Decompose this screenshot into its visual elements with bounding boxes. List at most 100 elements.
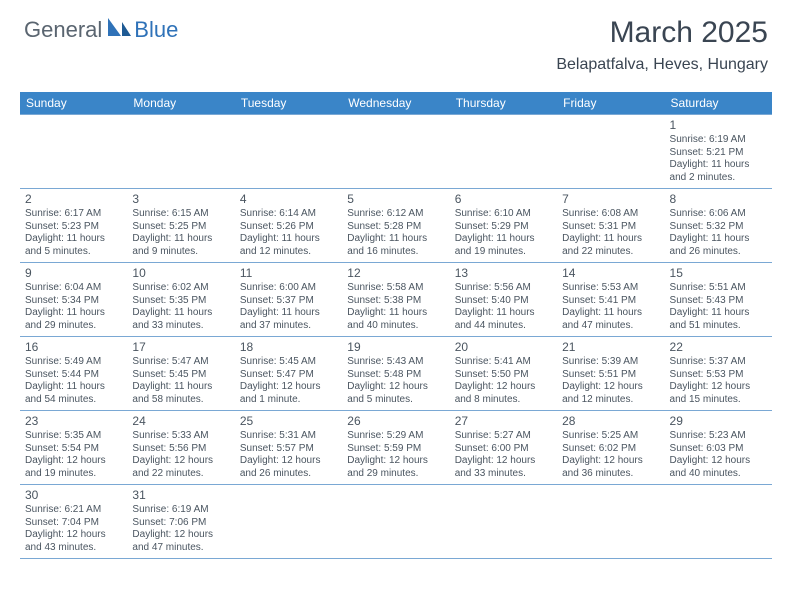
daylight-text: and 2 minutes. xyxy=(670,172,767,185)
day-number: 10 xyxy=(132,266,229,281)
title-block: March 2025 Belapatfalva, Heves, Hungary xyxy=(556,16,768,74)
sunset-text: Sunset: 5:53 PM xyxy=(670,369,767,382)
daylight-text: Daylight: 12 hours xyxy=(562,381,659,394)
sunset-text: Sunset: 5:21 PM xyxy=(670,147,767,160)
daylight-text: and 22 minutes. xyxy=(132,468,229,481)
empty-cell xyxy=(557,115,664,189)
day-cell: 1Sunrise: 6:19 AMSunset: 5:21 PMDaylight… xyxy=(665,115,772,189)
daylight-text: Daylight: 12 hours xyxy=(25,529,122,542)
sunrise-text: Sunrise: 5:51 AM xyxy=(670,282,767,295)
daylight-text: and 22 minutes. xyxy=(562,246,659,259)
day-number: 14 xyxy=(562,266,659,281)
day-number: 5 xyxy=(347,192,444,207)
daylight-text: Daylight: 11 hours xyxy=(240,307,337,320)
sunset-text: Sunset: 5:45 PM xyxy=(132,369,229,382)
sunset-text: Sunset: 5:43 PM xyxy=(670,295,767,308)
day-cell: 16Sunrise: 5:49 AMSunset: 5:44 PMDayligh… xyxy=(20,337,127,411)
day-cell: 14Sunrise: 5:53 AMSunset: 5:41 PMDayligh… xyxy=(557,263,664,337)
day-number: 15 xyxy=(670,266,767,281)
day-cell: 29Sunrise: 5:23 AMSunset: 6:03 PMDayligh… xyxy=(665,411,772,485)
day-number: 18 xyxy=(240,340,337,355)
daylight-text: and 33 minutes. xyxy=(132,320,229,333)
sunset-text: Sunset: 5:25 PM xyxy=(132,221,229,234)
day-header: Wednesday xyxy=(342,92,449,115)
sunrise-text: Sunrise: 5:56 AM xyxy=(455,282,552,295)
sunrise-text: Sunrise: 6:10 AM xyxy=(455,208,552,221)
daylight-text: Daylight: 12 hours xyxy=(132,455,229,468)
day-number: 6 xyxy=(455,192,552,207)
day-number: 27 xyxy=(455,414,552,429)
daylight-text: and 1 minute. xyxy=(240,394,337,407)
daylight-text: and 12 minutes. xyxy=(562,394,659,407)
daylight-text: and 19 minutes. xyxy=(25,468,122,481)
day-cell: 20Sunrise: 5:41 AMSunset: 5:50 PMDayligh… xyxy=(450,337,557,411)
day-cell: 12Sunrise: 5:58 AMSunset: 5:38 PMDayligh… xyxy=(342,263,449,337)
sunrise-text: Sunrise: 5:25 AM xyxy=(562,430,659,443)
daylight-text: Daylight: 11 hours xyxy=(455,233,552,246)
day-number: 22 xyxy=(670,340,767,355)
sunset-text: Sunset: 5:29 PM xyxy=(455,221,552,234)
day-cell: 28Sunrise: 5:25 AMSunset: 6:02 PMDayligh… xyxy=(557,411,664,485)
daylight-text: and 8 minutes. xyxy=(455,394,552,407)
daylight-text: Daylight: 11 hours xyxy=(347,307,444,320)
day-number: 3 xyxy=(132,192,229,207)
sunrise-text: Sunrise: 5:43 AM xyxy=(347,356,444,369)
sunset-text: Sunset: 5:28 PM xyxy=(347,221,444,234)
day-number: 21 xyxy=(562,340,659,355)
calendar-body: 1Sunrise: 6:19 AMSunset: 5:21 PMDaylight… xyxy=(20,115,772,559)
daylight-text: Daylight: 11 hours xyxy=(25,307,122,320)
daylight-text: Daylight: 11 hours xyxy=(25,381,122,394)
sunrise-text: Sunrise: 5:53 AM xyxy=(562,282,659,295)
daylight-text: and 58 minutes. xyxy=(132,394,229,407)
sunrise-text: Sunrise: 6:06 AM xyxy=(670,208,767,221)
daylight-text: Daylight: 11 hours xyxy=(25,233,122,246)
day-cell: 11Sunrise: 6:00 AMSunset: 5:37 PMDayligh… xyxy=(235,263,342,337)
daylight-text: Daylight: 11 hours xyxy=(132,307,229,320)
sunrise-text: Sunrise: 6:14 AM xyxy=(240,208,337,221)
sunrise-text: Sunrise: 5:45 AM xyxy=(240,356,337,369)
day-header: Friday xyxy=(557,92,664,115)
empty-cell xyxy=(665,485,772,559)
sunset-text: Sunset: 6:00 PM xyxy=(455,443,552,456)
daylight-text: and 26 minutes. xyxy=(670,246,767,259)
daylight-text: and 19 minutes. xyxy=(455,246,552,259)
daylight-text: Daylight: 12 hours xyxy=(240,455,337,468)
daylight-text: and 44 minutes. xyxy=(455,320,552,333)
day-header: Thursday xyxy=(450,92,557,115)
sunset-text: Sunset: 5:50 PM xyxy=(455,369,552,382)
day-cell: 18Sunrise: 5:45 AMSunset: 5:47 PMDayligh… xyxy=(235,337,342,411)
daylight-text: Daylight: 11 hours xyxy=(132,381,229,394)
sunset-text: Sunset: 5:37 PM xyxy=(240,295,337,308)
daylight-text: Daylight: 12 hours xyxy=(347,381,444,394)
sunset-text: Sunset: 7:04 PM xyxy=(25,517,122,530)
daylight-text: Daylight: 12 hours xyxy=(240,381,337,394)
daylight-text: and 47 minutes. xyxy=(562,320,659,333)
daylight-text: and 29 minutes. xyxy=(347,468,444,481)
day-cell: 31Sunrise: 6:19 AMSunset: 7:06 PMDayligh… xyxy=(127,485,234,559)
sunset-text: Sunset: 5:59 PM xyxy=(347,443,444,456)
daylight-text: Daylight: 11 hours xyxy=(132,233,229,246)
empty-cell xyxy=(342,115,449,189)
empty-cell xyxy=(20,115,127,189)
daylight-text: and 16 minutes. xyxy=(347,246,444,259)
day-number: 24 xyxy=(132,414,229,429)
sunset-text: Sunset: 5:35 PM xyxy=(132,295,229,308)
day-cell: 17Sunrise: 5:47 AMSunset: 5:45 PMDayligh… xyxy=(127,337,234,411)
sunset-text: Sunset: 6:03 PM xyxy=(670,443,767,456)
day-cell: 25Sunrise: 5:31 AMSunset: 5:57 PMDayligh… xyxy=(235,411,342,485)
daylight-text: Daylight: 12 hours xyxy=(455,381,552,394)
sunrise-text: Sunrise: 5:29 AM xyxy=(347,430,444,443)
daylight-text: and 5 minutes. xyxy=(25,246,122,259)
sunrise-text: Sunrise: 6:19 AM xyxy=(132,504,229,517)
sunset-text: Sunset: 5:32 PM xyxy=(670,221,767,234)
daylight-text: Daylight: 11 hours xyxy=(562,233,659,246)
daylight-text: Daylight: 11 hours xyxy=(455,307,552,320)
daylight-text: Daylight: 12 hours xyxy=(347,455,444,468)
day-number: 4 xyxy=(240,192,337,207)
sunrise-text: Sunrise: 6:02 AM xyxy=(132,282,229,295)
day-cell: 13Sunrise: 5:56 AMSunset: 5:40 PMDayligh… xyxy=(450,263,557,337)
sunrise-text: Sunrise: 5:35 AM xyxy=(25,430,122,443)
daylight-text: Daylight: 11 hours xyxy=(670,233,767,246)
sunrise-text: Sunrise: 6:00 AM xyxy=(240,282,337,295)
empty-cell xyxy=(450,485,557,559)
